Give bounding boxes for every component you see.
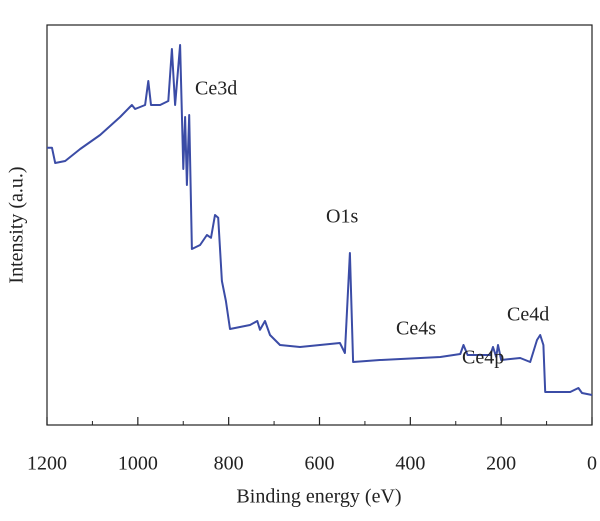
y-axis-label: Intensity (a.u.) [6,166,28,283]
x-tick-label: 0 [587,453,597,475]
peak-annotation: O1s [326,206,358,228]
plot-frame [46,24,593,426]
x-axis-label: Binding energy (eV) [236,486,401,508]
spectrum-line [47,44,593,396]
peak-annotation: Ce3d [195,78,237,100]
peak-annotation: Ce4p [462,347,504,369]
x-tick-label: 1000 [118,453,158,475]
x-tick-label: 400 [395,453,425,475]
x-tick-label: 200 [486,453,516,475]
x-tick-label: 1200 [27,453,67,475]
x-tick-label: 800 [214,453,244,475]
peak-annotation: Ce4d [507,304,549,326]
x-tick-label: 600 [305,453,335,475]
peak-annotation: Ce4s [396,318,436,340]
